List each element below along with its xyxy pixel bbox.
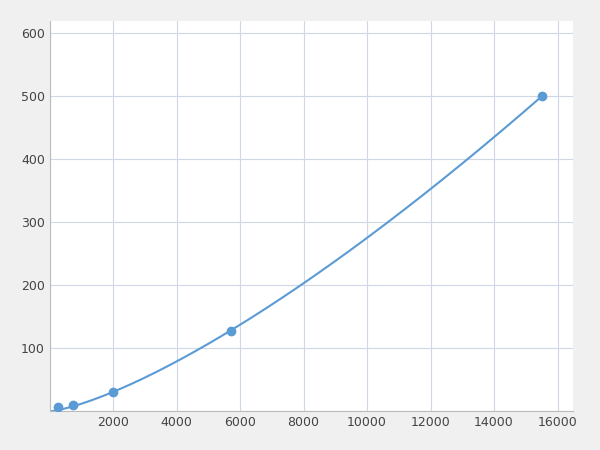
Point [109, 389, 118, 396]
Point [537, 93, 547, 100]
Point [68, 401, 78, 409]
Point [226, 327, 235, 334]
Point [53, 403, 62, 410]
